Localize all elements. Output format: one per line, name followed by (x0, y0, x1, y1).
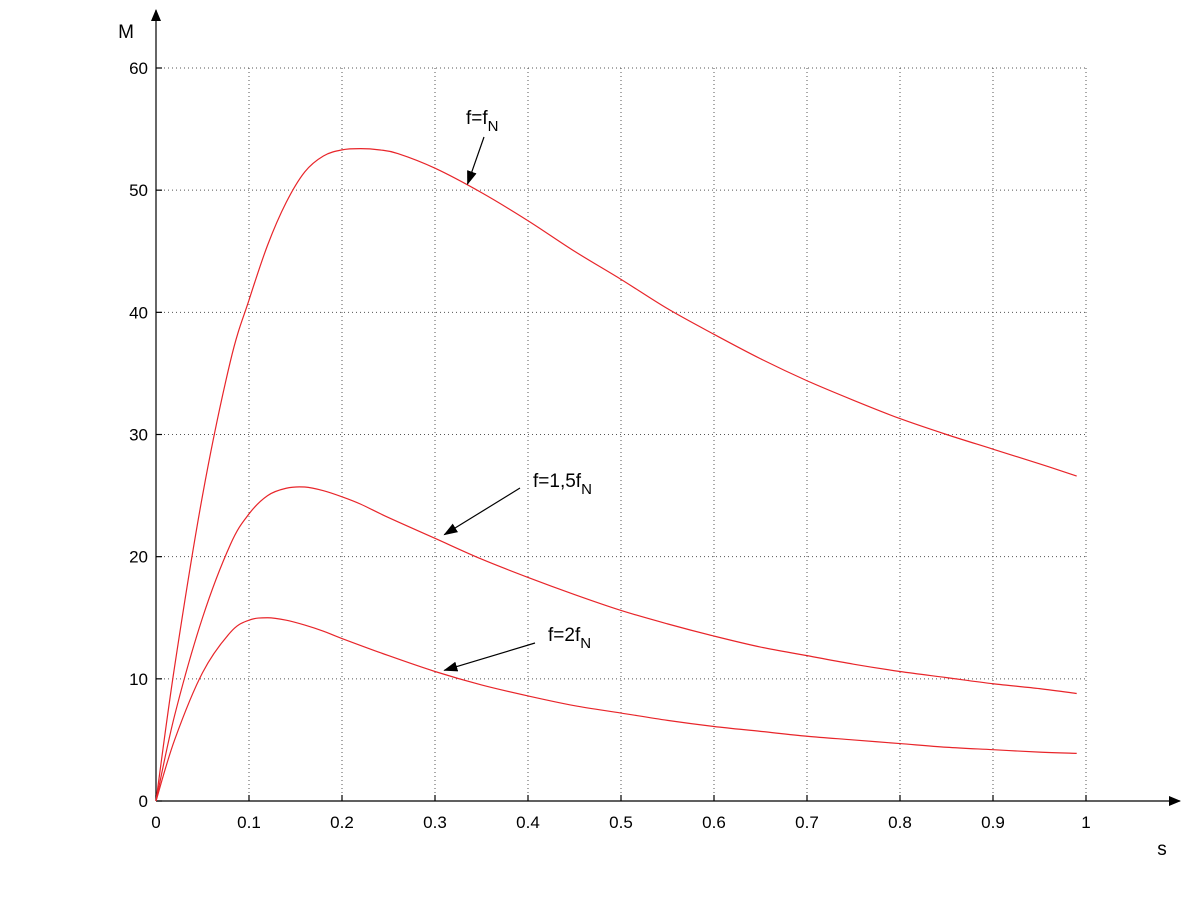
annotation-label-3: f=2fN (548, 625, 591, 652)
annotation-arrow-3 (443, 642, 536, 672)
x-tick-label: 0.5 (609, 813, 633, 832)
y-tick-label: 30 (129, 426, 148, 445)
annotation-arrow-1 (466, 136, 485, 186)
x-tick-label: 0.2 (330, 813, 354, 832)
y-tick-label: 60 (129, 59, 148, 78)
x-tick-label: 0.6 (702, 813, 726, 832)
annotation-label-1: f=fN (466, 108, 499, 135)
y-tick-label: 50 (129, 181, 148, 200)
x-tick-label: 0.3 (423, 813, 447, 832)
series-line-1 (155, 148, 1077, 802)
y-axis-label: M (118, 22, 134, 43)
annotation-label-2: f=1,5fN (533, 471, 592, 498)
axes (151, 9, 1181, 806)
x-axis-label: s (1157, 839, 1167, 860)
x-tick-label: 0.9 (981, 813, 1005, 832)
grid (156, 67, 1087, 801)
y-tick-label: 10 (129, 670, 148, 689)
x-tick-label: 0.8 (888, 813, 912, 832)
annotation-arrow-2 (443, 487, 521, 536)
series-lines (155, 148, 1077, 802)
y-tick-label: 0 (139, 792, 148, 811)
y-tick-labels: 0 10 20 30 40 50 60 (129, 59, 148, 811)
series-line-2 (155, 486, 1077, 802)
y-tick-label: 20 (129, 548, 148, 567)
x-tick-label: 0.7 (795, 813, 819, 832)
x-tick-labels: 0 0.1 0.2 0.3 0.4 0.5 0.6 0.7 0.8 0.9 1 (151, 813, 1090, 832)
series-line-3 (155, 617, 1077, 802)
x-tick-label: 1 (1081, 813, 1090, 832)
x-tick-label: 0.1 (237, 813, 261, 832)
x-tick-label: 0.4 (516, 813, 540, 832)
x-tick-label: 0 (151, 813, 160, 832)
y-tick-label: 40 (129, 303, 148, 322)
annotations: f=fN f=1,5fN f=2fN (443, 108, 592, 672)
